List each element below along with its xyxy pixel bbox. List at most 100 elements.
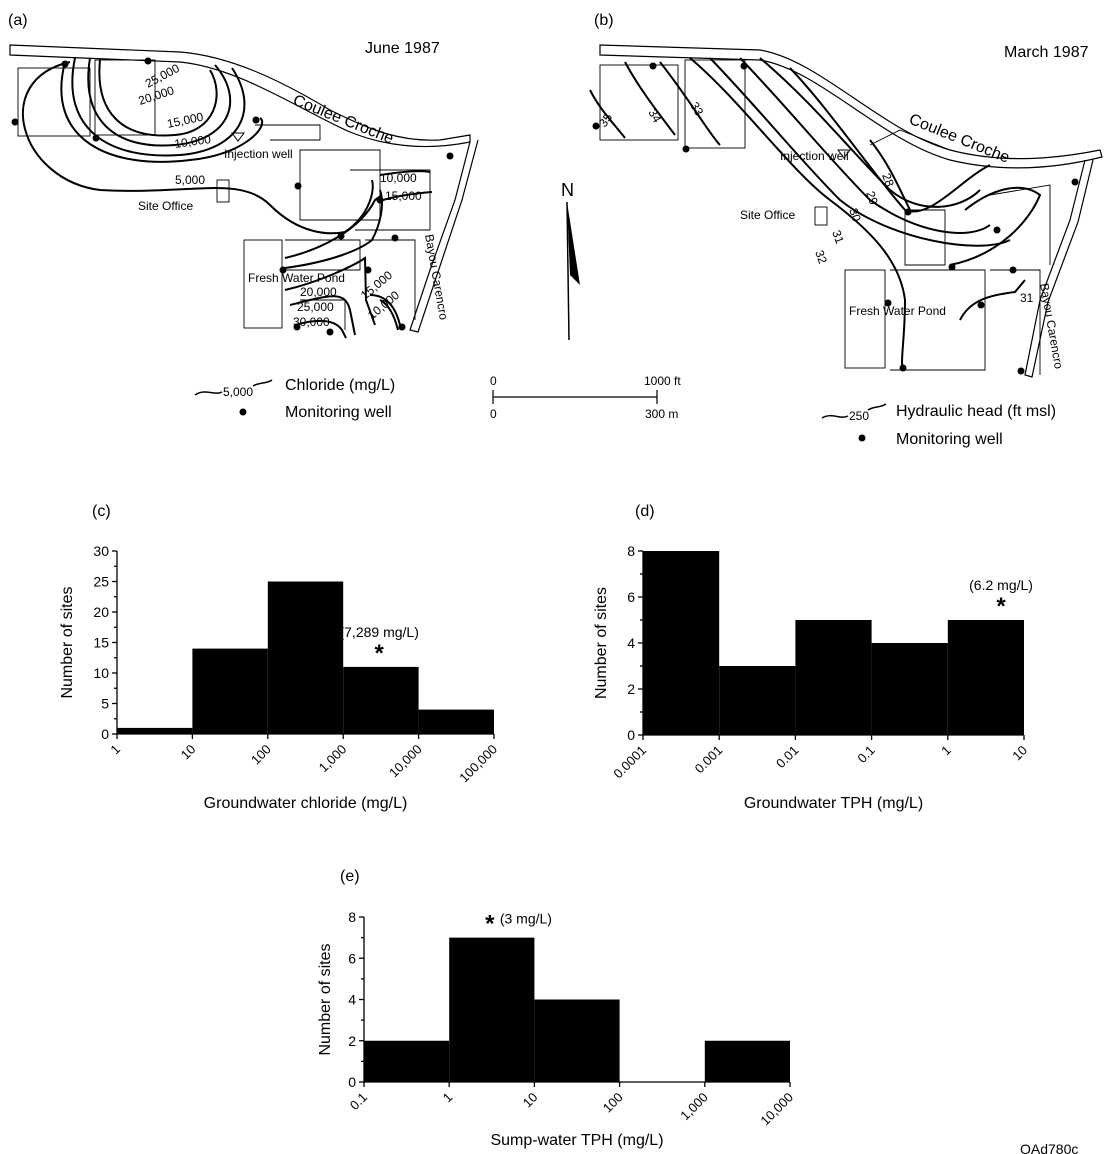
map-a-contours [21,57,433,339]
x-tick-label: 10,000 [386,742,425,781]
y-tick-label: 0 [627,727,635,743]
map-a-legend: 5,000 Chloride (mg/L) Monitoring well [194,377,395,421]
scale-m-start: 0 [490,407,497,421]
y-axis-title: Number of sites [317,943,334,1055]
x-axis-title: Sump-water TPH (mg/L) [490,1132,663,1149]
histogram-bar [534,999,620,1082]
histogram-c: (c) 0 5 10 15 20 25 30 1 10 100 1,000 10,000 100,000 G… [59,503,500,812]
map-a-monitoring-wells [11,57,454,336]
histogram-bar [643,551,720,735]
map-b-contours [589,57,1042,371]
annotation-marker: * [485,911,495,938]
map-b-pond-label: Fresh Water Pond [849,304,946,318]
y-tick-label: 10 [93,665,109,681]
contour-label: 25,000 [297,300,334,314]
x-tick-label: 1,000 [677,1090,711,1124]
y-tick-label: 6 [627,589,635,605]
map-a-creek-banks [9,44,471,148]
contour-label: 34 [645,107,664,126]
histogram-bar [719,666,796,735]
north-label: N [561,180,574,200]
histogram-bar [947,620,1024,735]
scale-ft-start: 0 [490,374,497,388]
map-b-bayou [1024,159,1094,378]
north-arrow: N [561,180,580,341]
map-a-contour-labels: 25,000 20,000 15,000 10,000 5,000 10,000… [137,61,422,329]
x-tick-label: 10 [520,1090,541,1111]
y-tick-label: 30 [93,543,109,559]
scale-ft-end: 1000 ft [644,374,681,388]
y-tick-label: 4 [348,992,356,1008]
panel-label: (c) [92,503,111,520]
x-tick-label: 0.1 [347,1090,370,1113]
contour-label: 10,000 [380,171,417,185]
map-a-creek-label: Coulee Croche [291,92,396,148]
y-tick-label: 5 [101,696,109,712]
contour-label: 31 [829,228,847,246]
legend-line-label: Chloride (mg/L) [285,377,395,394]
y-tick-label: 2 [627,681,635,697]
contour-label: 10,000 [173,132,212,151]
map-b-buildings [599,59,1051,375]
map-a-bayou [409,139,479,333]
x-tick-label: 0.01 [773,743,802,772]
map-a: (a) June 1987 [8,12,479,421]
map-b-date: March 1987 [1004,44,1089,61]
y-axis-title: Number of sites [593,587,610,699]
contour-label: 20,000 [300,285,337,299]
map-b: (b) March 1987 [589,12,1103,448]
map-b-bayou-label: Bayou Carencro [1037,282,1066,370]
x-tick-label: 10 [178,742,199,763]
x-tick-label: 0.001 [692,743,726,777]
x-tick-label: 0.0001 [610,743,649,782]
x-tick-label: 1,000 [316,742,350,776]
contour-label: 32 [812,248,830,266]
map-a-pond-label: Fresh Water Pond [248,271,345,285]
x-tick-label: 0.1 [854,743,877,766]
annotation-label: (7,289 mg/L) [339,624,418,640]
contour-label: 30,000 [293,315,330,329]
x-axis-title: Groundwater chloride (mg/L) [204,795,408,812]
y-tick-label: 4 [627,635,635,651]
histogram-bar [795,620,872,735]
histogram-bar [343,666,419,734]
x-axis-title: Groundwater TPH (mg/L) [744,795,923,812]
contour-label: 33 [687,100,706,119]
histogram-e: (e) 0 2 4 6 8 0.1 1 10 100 1,000 10,000 Sump-water T… [317,868,796,1149]
map-a-panel-label: (a) [8,12,28,29]
contour-label: 31 [1020,291,1034,305]
panel-label: (d) [635,503,655,520]
map-b-legend: 250 Hydraulic head (ft msl) Monitoring w… [821,403,1056,448]
histogram-d: (d) 0 2 4 6 8 0.0001 0.001 0.01 0.1 1 10 Groundwater… [593,503,1033,812]
y-tick-label: 25 [93,574,109,590]
map-b-monitoring-wells [592,62,1079,375]
map-a-site-office-label: Site Office [138,199,193,213]
x-tick-label: 1 [107,742,123,758]
histogram-bar [418,709,494,734]
histogram-bar [871,643,948,735]
contour-label: 28 [879,171,897,189]
map-b-creek-banks [599,44,1103,169]
annotation-label: (6.2 mg/L) [969,577,1033,593]
x-tick-label: 100,000 [456,742,500,786]
legend-line-sample: 250 [849,409,869,423]
contour-label: 30 [846,206,864,224]
histogram-bar [704,1040,790,1082]
y-axis-title: Number of sites [59,586,76,698]
scale-m-end: 300 m [645,407,678,421]
y-tick-label: 8 [627,543,635,559]
x-tick-label: 10,000 [757,1090,796,1129]
x-tick-label: 100 [248,742,274,768]
map-a-date: June 1987 [365,40,440,57]
legend-line-sample: 5,000 [223,385,253,399]
histogram-bar [267,581,344,734]
x-tick-label: 10 [1009,743,1030,764]
scale-bar: 0 1000 ft 0 300 m [490,374,681,421]
injection-well-icon [231,132,245,142]
y-tick-label: 20 [93,604,109,620]
contour-label: 5,000 [175,173,205,187]
x-tick-label: 1 [440,1090,456,1106]
legend-line-label: Hydraulic head (ft msl) [896,403,1056,420]
legend-well-label: Monitoring well [896,431,1003,448]
y-tick-label: 0 [101,726,109,742]
